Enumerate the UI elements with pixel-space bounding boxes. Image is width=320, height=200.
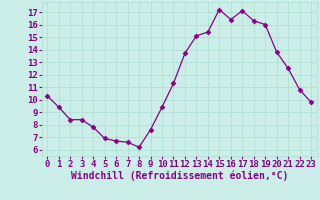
X-axis label: Windchill (Refroidissement éolien,°C): Windchill (Refroidissement éolien,°C) <box>70 171 288 181</box>
